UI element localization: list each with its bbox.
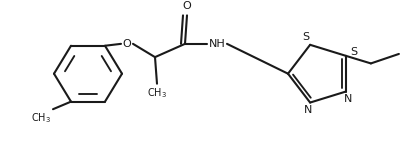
Text: O: O	[183, 1, 191, 11]
Text: N: N	[344, 94, 352, 104]
Text: S: S	[303, 32, 310, 42]
Text: S: S	[351, 47, 357, 57]
Text: CH$_3$: CH$_3$	[31, 111, 51, 125]
Text: O: O	[123, 39, 131, 49]
Text: CH$_3$: CH$_3$	[147, 86, 167, 100]
Text: N: N	[304, 105, 312, 115]
Text: NH: NH	[209, 39, 225, 49]
